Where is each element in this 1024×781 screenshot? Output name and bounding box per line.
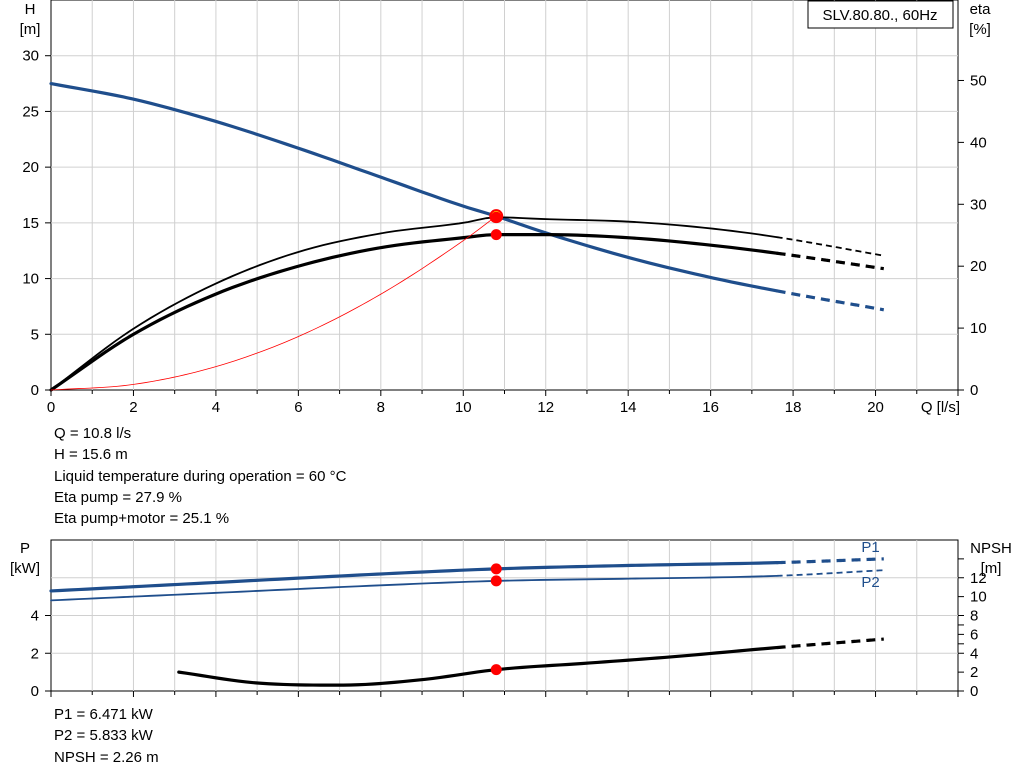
upper-x-tick-label: 4 xyxy=(212,399,220,416)
upper-y-axis-unit: [m] xyxy=(20,21,41,38)
lower-series-label-P1: P1 xyxy=(861,539,879,556)
upper-x-axis-label: Q [l/s] xyxy=(921,399,960,416)
lower-series-2-extrapolated xyxy=(776,637,884,650)
lower-series-0-extrapolated xyxy=(776,557,884,565)
info-flow: Q = 10.8 l/s xyxy=(54,425,132,442)
lower-y2-tick-label: 10 xyxy=(970,589,987,606)
lower-y-tick-label: 0 xyxy=(31,683,39,700)
upper-x-tick-label: 0 xyxy=(47,399,55,416)
lower-y-axis-label: P xyxy=(20,540,30,557)
upper-title-box xyxy=(807,0,954,29)
lower-series-label-P2: P2 xyxy=(861,574,879,591)
upper-y-tick-label: 10 xyxy=(22,271,39,288)
upper-x-tick-label: 14 xyxy=(620,399,637,416)
upper-y-tick-label: 20 xyxy=(22,159,39,176)
info-eta-pump-motor: Eta pump+motor = 25.1 % xyxy=(54,510,230,528)
lower-series-0-solid xyxy=(49,561,779,593)
upper-series-2-extrapolated xyxy=(776,251,885,271)
upper-y2-tick-label: 30 xyxy=(970,196,987,213)
upper-series-1-extrapolated xyxy=(776,236,884,257)
upper-x-tick-label: 12 xyxy=(537,399,554,416)
upper-y2-tick-label: 10 xyxy=(970,320,987,337)
upper-x-tick-label: 18 xyxy=(785,399,802,416)
lower-series-2-solid xyxy=(177,645,779,687)
lower-chart-power-npsh: 0 2 4 P [kW] 0 2 4 68 10 12 NPSH [m] P1 P2 xyxy=(10,539,1012,700)
upper-series-0-extrapolated xyxy=(776,289,885,312)
upper-y2-axis-label: eta xyxy=(970,1,992,18)
upper-y-tick-label: 0 xyxy=(31,382,39,399)
upper-series-1-solid xyxy=(50,216,778,391)
upper-x-tick-label: 10 xyxy=(455,399,472,416)
lower-y2-axis-unit: [m] xyxy=(981,560,1002,577)
lower-y-tick-label: 2 xyxy=(31,645,39,662)
upper-x-tick-label: 16 xyxy=(702,399,719,416)
upper-y-axis-label: H xyxy=(25,1,36,18)
upper-series-2-solid xyxy=(49,233,779,392)
lower-series-1-extrapolated xyxy=(776,569,884,577)
upper-x-tick-label: 6 xyxy=(294,399,302,416)
upper-series-3-solid xyxy=(50,215,497,391)
lower-y2-tick-label: 12 xyxy=(970,570,987,587)
info-eta-pump: Eta pump = 27.9 % xyxy=(54,488,182,506)
upper-series-0-solid xyxy=(49,81,779,293)
lower-y-axis-unit: [kW] xyxy=(10,560,40,577)
upper-y-tick-label: 15 xyxy=(22,215,39,232)
lower-y-tick-label: 4 xyxy=(31,608,39,625)
upper-y-tick-label: 30 xyxy=(22,48,39,65)
lower-operating-point xyxy=(490,575,502,587)
info-head: H = 15.6 m xyxy=(54,446,128,464)
lower-y2-tick-label: 4 xyxy=(970,645,978,662)
lower-y2-axis-label: NPSH xyxy=(970,540,1012,557)
info-p2: P2 = 5.833 kW xyxy=(54,727,153,745)
upper-chart-title: SLV.80.80., 60Hz xyxy=(822,7,937,24)
upper-y-tick-label: 25 xyxy=(22,103,39,120)
upper-y2-tick-label: 40 xyxy=(970,134,987,151)
operating-point-info: Q = 10.8 l/s H = 15.6 m Liquid temperatu… xyxy=(54,423,346,529)
upper-y2-tick-label: 20 xyxy=(970,258,987,275)
lower-y2-tick-label: 8 xyxy=(970,608,978,625)
lower-series-1-solid xyxy=(50,574,778,602)
lower-y2-tick-label: 6 xyxy=(970,626,978,643)
lower-y2-tick-label: 2 xyxy=(970,664,978,681)
upper-y-tick-label: 5 xyxy=(31,326,39,343)
lower-operating-point xyxy=(490,664,502,676)
upper-x-tick-label: 8 xyxy=(377,399,385,416)
upper-y2-axis-unit: [%] xyxy=(969,21,991,38)
upper-x-tick-label: 20 xyxy=(867,399,884,416)
power-info: P1 = 6.471 kW P2 = 5.833 kW NPSH = 2.26 … xyxy=(54,704,159,768)
info-npsh: NPSH = 2.26 m xyxy=(54,748,159,766)
upper-y2-tick-label: 0 xyxy=(970,382,978,399)
upper-x-tick-label: 2 xyxy=(129,399,137,416)
upper-y2-tick-label: 50 xyxy=(970,72,987,89)
info-liquid-temperature: Liquid temperature during operation = 60… xyxy=(54,467,347,485)
upper-chart-performance: 0 2 4 6 8 10 12 14 16 18 20 Q [l/s] 0 5 10 15 20 25 30 H [m]… xyxy=(20,0,992,416)
lower-y2-tick-label: 0 xyxy=(970,683,978,700)
lower-operating-point xyxy=(490,563,502,575)
info-p1: P1 = 6.471 kW xyxy=(54,706,153,723)
upper-operating-point xyxy=(490,229,502,241)
upper-operating-point xyxy=(490,211,502,223)
